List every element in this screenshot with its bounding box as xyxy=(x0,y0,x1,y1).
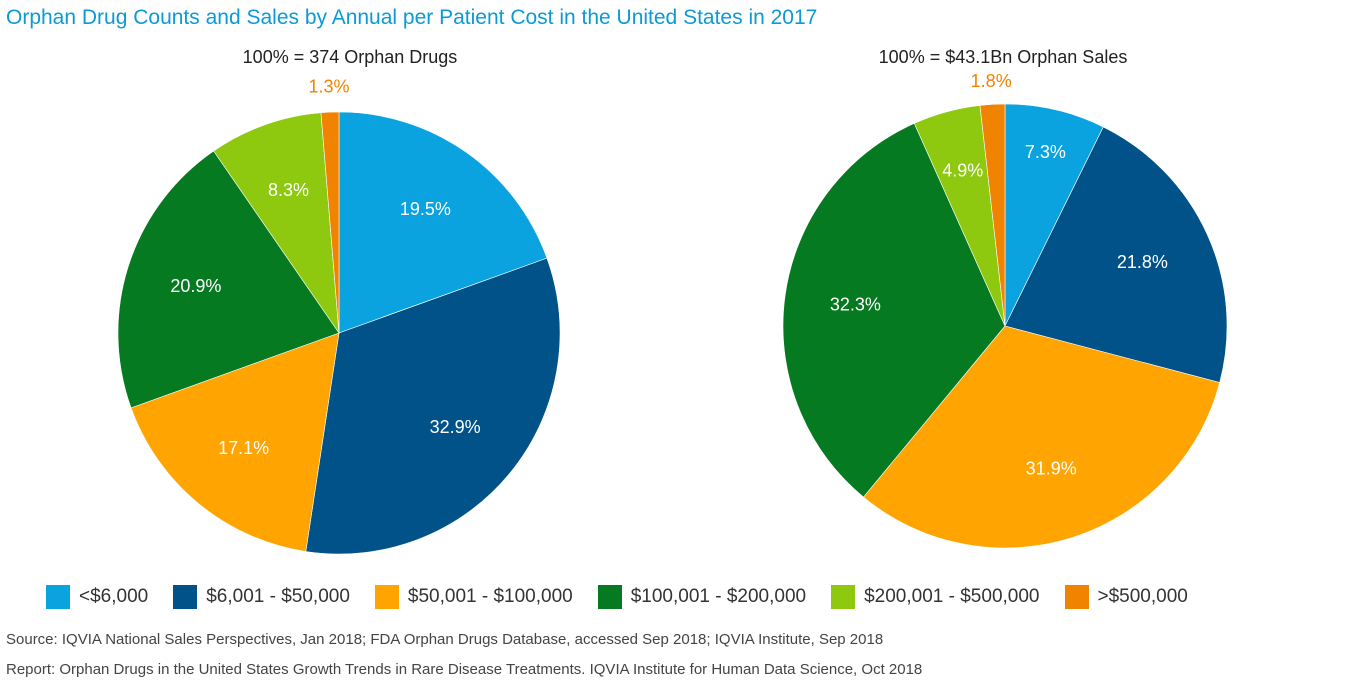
pie-slice-under-6000 xyxy=(338,111,548,334)
slice-label-50001-100000: 17.1% xyxy=(218,438,269,458)
slice-label-200001-500000: 8.3% xyxy=(268,180,309,200)
legend-item-over-500000: >$500,000 xyxy=(1064,585,1188,609)
slice-label-200001-500000: 4.9% xyxy=(942,161,983,181)
legend-swatch xyxy=(374,585,399,609)
slice-label-6001-50000: 21.8% xyxy=(1117,252,1168,272)
slice-label-100001-200000: 32.3% xyxy=(830,294,881,314)
slice-label-over-500000: 1.3% xyxy=(308,77,349,97)
legend-swatch xyxy=(597,585,622,609)
legend-swatch xyxy=(1064,585,1089,609)
slice-label-6001-50000: 32.9% xyxy=(430,417,481,437)
pie-slice-under-6000 xyxy=(1004,103,1104,327)
slice-label-50001-100000: 31.9% xyxy=(1026,458,1077,478)
slice-label-100001-200000: 20.9% xyxy=(170,276,221,296)
legend-label: $50,001 - $100,000 xyxy=(407,586,573,607)
slice-label-under-6000: 7.3% xyxy=(1025,142,1066,162)
report-note: Report: Orphan Drugs in the United State… xyxy=(6,661,923,678)
page-title: Orphan Drug Counts and Sales by Annual p… xyxy=(6,6,818,29)
pie-slice-6001-50000 xyxy=(1004,126,1228,383)
slice-label-over-500000: 1.8% xyxy=(971,71,1012,91)
source-note: Source: IQVIA National Sales Perspective… xyxy=(6,631,884,648)
legend-item-under-6000: <$6,000 xyxy=(46,585,148,609)
legend-label: $100,001 - $200,000 xyxy=(630,586,807,607)
pie-slice-6001-50000 xyxy=(305,257,561,555)
legend-label: $200,001 - $500,000 xyxy=(864,586,1040,607)
pie-slice-100001-200000 xyxy=(117,150,340,409)
legend-item-100001-200000: $100,001 - $200,000 xyxy=(597,585,807,609)
legend: <$6,000 $6,001 - $50,000 $50,001 - $100,… xyxy=(46,584,1213,610)
pie-slice-over-500000 xyxy=(979,103,1006,327)
legend-label: $6,001 - $50,000 xyxy=(206,586,350,607)
slice-label-under-6000: 19.5% xyxy=(400,199,451,219)
pie-slice-100001-200000 xyxy=(782,122,1006,498)
pie-slice-over-500000 xyxy=(320,111,340,334)
pie-slice-50001-100000 xyxy=(130,332,340,552)
legend-swatch xyxy=(46,585,70,609)
legend-item-6001-50000: $6,001 - $50,000 xyxy=(173,585,350,609)
pie-chart-drug-counts: 19.5% 32.9% 17.1% 20.9% 8.3% 1.3% xyxy=(117,77,561,555)
legend-swatch xyxy=(831,585,856,609)
pie-chart-sales: 7.3% 21.8% 31.9% 32.3% 4.9% 1.8% xyxy=(782,71,1228,549)
pie-title-sales: 100% = $43.1Bn Orphan Sales xyxy=(878,47,1128,67)
legend-item-200001-500000: $200,001 - $500,000 xyxy=(831,585,1040,609)
pie-slice-50001-100000 xyxy=(863,325,1221,549)
pie-title-drug-counts: 100% = 374 Orphan Drugs xyxy=(242,47,458,67)
pie-slice-200001-500000 xyxy=(213,112,340,335)
legend-item-50001-100000: $50,001 - $100,000 xyxy=(374,585,573,609)
legend-label: >$500,000 xyxy=(1097,586,1188,607)
legend-label: <$6,000 xyxy=(79,586,149,607)
legend-swatch xyxy=(173,585,198,609)
